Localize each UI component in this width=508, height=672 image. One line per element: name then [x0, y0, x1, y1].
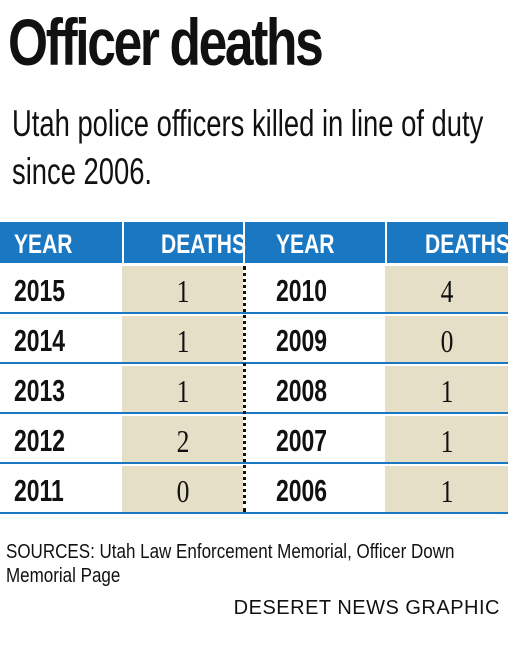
deaths-cell: 4	[385, 266, 508, 314]
year-cell: 2014	[14, 323, 66, 358]
deaths-cell-value: 1	[176, 323, 189, 359]
year-cell: 2015	[14, 273, 66, 308]
column-divider-dotted	[243, 266, 246, 512]
year-cell: 2008	[276, 373, 328, 408]
graphic-credit: DESERET NEWS GRAPHIC	[233, 597, 500, 619]
row-separator	[0, 362, 508, 364]
deaths-cell: 2	[122, 416, 243, 464]
deaths-cell: 1	[385, 416, 508, 464]
header-deaths-left: DEATHS	[161, 229, 247, 259]
table-row: 2015 1 2010 4	[0, 266, 508, 314]
table-row: 2011 0 2006 1	[0, 466, 508, 514]
row-separator	[0, 462, 508, 464]
row-separator	[0, 412, 508, 414]
deaths-cell-value: 1	[176, 273, 189, 309]
deaths-cell: 1	[122, 366, 243, 414]
year-cell: 2006	[276, 473, 328, 508]
table-header: YEAR DEATHS YEAR DEATHS	[0, 222, 508, 263]
header-divider	[243, 222, 245, 263]
deaths-cell: 0	[122, 466, 243, 514]
header-deaths-right: DEATHS	[425, 229, 508, 259]
year-cell: 2013	[14, 373, 66, 408]
deaths-cell: 1	[385, 466, 508, 514]
year-cell: 2010	[276, 273, 328, 308]
deaths-cell: 1	[122, 266, 243, 314]
deaths-cell-value: 1	[440, 423, 453, 459]
deaths-cell-value: 1	[440, 373, 453, 409]
deaths-cell-value: 2	[176, 423, 189, 459]
header-divider	[122, 222, 124, 263]
deaths-cell-value: 1	[176, 373, 189, 409]
year-cell: 2007	[276, 423, 328, 458]
deaths-cell: 1	[122, 316, 243, 364]
header-year-right: YEAR	[276, 229, 335, 259]
deaths-cell-value: 4	[440, 273, 453, 309]
table-row: 2012 2 2007 1	[0, 416, 508, 464]
deaths-cell-value: 1	[440, 473, 453, 509]
row-separator	[0, 312, 508, 314]
deaths-cell-value: 0	[176, 473, 189, 509]
header-year-left: YEAR	[14, 229, 73, 259]
deaths-cell-value: 0	[440, 323, 453, 359]
chart-title: Officer deaths	[8, 5, 324, 79]
year-cell: 2009	[276, 323, 328, 358]
deaths-cell: 1	[385, 366, 508, 414]
year-cell: 2011	[14, 473, 64, 508]
table-row: 2014 1 2009 0	[0, 316, 508, 364]
sources-note: SOURCES: Utah Law Enforcement Memorial, …	[6, 541, 455, 587]
deaths-table: YEAR DEATHS YEAR DEATHS 2015 1 2010 4 2014 1 2…	[0, 222, 508, 514]
year-cell: 2012	[14, 423, 66, 458]
deaths-cell: 0	[385, 316, 508, 364]
header-divider	[385, 222, 387, 263]
row-separator	[0, 512, 508, 514]
chart-subtitle: Utah police officers killed in line of d…	[12, 103, 484, 192]
table-row: 2013 1 2008 1	[0, 366, 508, 414]
